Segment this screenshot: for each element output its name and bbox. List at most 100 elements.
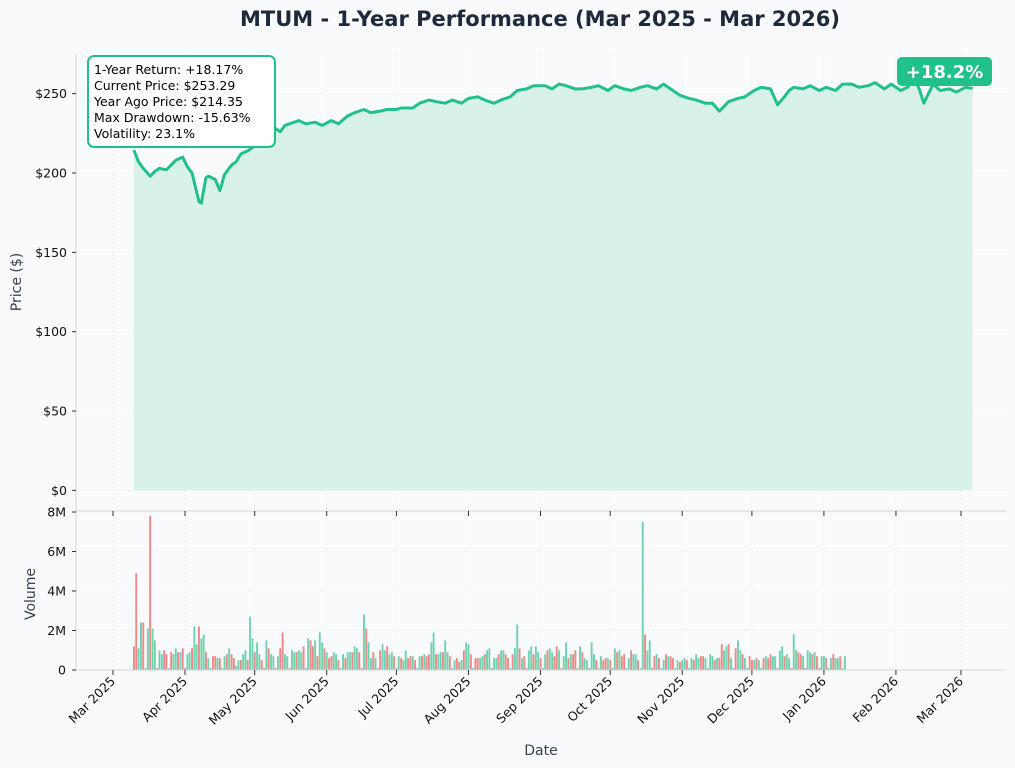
- volume-y-axis: 0 2M 4M 6M 8M: [47, 505, 76, 678]
- volume-bar: [692, 660, 695, 670]
- stats-line-volatility: Volatility: 23.1%: [94, 126, 195, 141]
- volume-bar: [527, 650, 530, 671]
- volume-bar: [304, 668, 307, 670]
- volume-bar: [149, 516, 152, 670]
- volume-bar: [158, 650, 161, 671]
- volume-bar: [191, 648, 193, 670]
- price-y-tick-label: $100: [35, 324, 67, 339]
- volume-bar: [381, 644, 384, 670]
- volume-bar: [792, 634, 795, 670]
- volume-bar: [311, 646, 314, 670]
- price-y-tick-label: $200: [35, 166, 67, 181]
- volume-bar: [827, 668, 830, 670]
- volume-y-tick-label: 4M: [47, 584, 66, 599]
- volume-bar: [439, 652, 442, 670]
- volume-bar: [414, 660, 416, 670]
- stats-line-current-price: Current Price: $253.29: [94, 78, 235, 93]
- volume-bar: [672, 658, 674, 670]
- volume-bar: [425, 656, 428, 670]
- volume-bar: [428, 654, 430, 670]
- volume-bar: [530, 646, 533, 670]
- volume-bar: [390, 652, 393, 670]
- volume-bar: [205, 652, 207, 670]
- volume-bar: [402, 660, 405, 670]
- volume-bar: [511, 654, 514, 670]
- volume-bar: [207, 658, 210, 670]
- volume-bar: [455, 658, 458, 670]
- volume-bar: [818, 668, 821, 670]
- volume-bar: [140, 622, 142, 670]
- price-y-tick-label: $50: [43, 404, 67, 419]
- volume-bar: [537, 652, 540, 670]
- volume-bar: [346, 652, 349, 670]
- volume-bar: [374, 658, 377, 670]
- volume-bar: [725, 646, 728, 670]
- volume-bar: [242, 654, 245, 670]
- volume-bar: [356, 648, 358, 670]
- volume-bar: [713, 660, 716, 670]
- volume-bar: [379, 650, 382, 671]
- volume-bar: [212, 656, 214, 670]
- volume-bar: [518, 648, 521, 670]
- volume-bar: [504, 654, 507, 670]
- volume-bar: [490, 668, 493, 670]
- volume-bar: [832, 654, 835, 670]
- volume-bar: [293, 652, 296, 670]
- volume-bar: [297, 650, 300, 671]
- volume-bar: [214, 656, 217, 670]
- volume-bar: [669, 656, 672, 670]
- volume-bar: [734, 648, 737, 670]
- volume-bar: [497, 654, 500, 670]
- volume-bar: [836, 658, 839, 670]
- volume-bar: [555, 646, 558, 670]
- price-line: [132, 76, 973, 205]
- volume-bar: [702, 656, 705, 670]
- x-tick-label: Mar 2025: [66, 674, 119, 727]
- volume-bar: [516, 624, 519, 670]
- volume-bar: [437, 654, 440, 670]
- volume-bar: [648, 640, 651, 670]
- volume-bar: [291, 650, 293, 671]
- volume-bar: [218, 658, 221, 670]
- volume-bar: [223, 656, 226, 670]
- volume-bar: [823, 656, 825, 670]
- volume-bar: [258, 654, 261, 670]
- volume-bar: [523, 656, 526, 670]
- volume-bar: [225, 654, 228, 670]
- volume-bar: [588, 668, 591, 670]
- volume-bar: [727, 644, 730, 670]
- volume-bar: [163, 650, 166, 671]
- volume-bar: [500, 650, 502, 671]
- volume-bar: [267, 648, 270, 670]
- volume-bar: [644, 634, 646, 670]
- volume-bar: [790, 668, 793, 670]
- volume-bar: [653, 656, 656, 670]
- volume-bar: [335, 654, 337, 670]
- volume-bar: [430, 642, 433, 670]
- volume-bar: [839, 656, 842, 670]
- volume-bar: [507, 658, 509, 670]
- volume-bar: [476, 658, 479, 670]
- volume-bar: [146, 628, 149, 670]
- volume-bar: [486, 650, 488, 671]
- volume-bar: [711, 656, 714, 670]
- x-tick-label: Jan 2026: [779, 673, 829, 723]
- volume-bar: [618, 650, 621, 671]
- volume-bar: [256, 642, 258, 670]
- volume-bar: [634, 654, 637, 670]
- volume-bar: [676, 660, 679, 670]
- volume-bar: [467, 644, 470, 670]
- volume-bar: [732, 668, 735, 670]
- volume-bar: [360, 668, 363, 670]
- volume-bar: [809, 652, 811, 670]
- volume-bar: [288, 668, 291, 670]
- volume-bar: [655, 654, 658, 670]
- volume-bar: [195, 644, 198, 670]
- volume-bar: [279, 648, 282, 670]
- volume-bar: [751, 660, 753, 670]
- volume-bar: [658, 658, 660, 670]
- volume-bar: [521, 658, 523, 670]
- volume-bar: [235, 666, 238, 670]
- volume-bar: [370, 658, 372, 670]
